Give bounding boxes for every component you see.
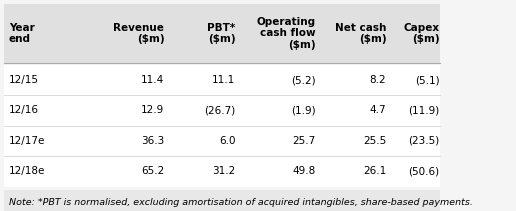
Text: (5.1): (5.1) <box>415 75 440 85</box>
Text: (1.9): (1.9) <box>291 106 315 115</box>
Text: Year
end: Year end <box>9 23 35 44</box>
Text: 49.8: 49.8 <box>292 166 315 176</box>
Text: 12.9: 12.9 <box>141 106 164 115</box>
FancyBboxPatch shape <box>5 65 440 95</box>
Text: 26.1: 26.1 <box>363 166 386 176</box>
Text: 12/18e: 12/18e <box>9 166 45 176</box>
Text: 65.2: 65.2 <box>141 166 164 176</box>
Text: 12/15: 12/15 <box>9 75 39 85</box>
Text: 8.2: 8.2 <box>369 75 386 85</box>
Text: (50.6): (50.6) <box>409 166 440 176</box>
FancyBboxPatch shape <box>5 126 440 156</box>
Text: Note: *PBT is normalised, excluding amortisation of acquired intangibles, share-: Note: *PBT is normalised, excluding amor… <box>9 198 473 207</box>
Text: Capex
($m): Capex ($m) <box>404 23 440 44</box>
FancyBboxPatch shape <box>5 4 440 63</box>
Text: (5.2): (5.2) <box>291 75 315 85</box>
Text: 4.7: 4.7 <box>369 106 386 115</box>
FancyBboxPatch shape <box>5 156 440 187</box>
Text: 11.1: 11.1 <box>212 75 235 85</box>
Text: (23.5): (23.5) <box>408 136 440 146</box>
Text: (26.7): (26.7) <box>204 106 235 115</box>
Text: Revenue
($m): Revenue ($m) <box>114 23 164 44</box>
FancyBboxPatch shape <box>5 191 440 211</box>
Text: 12/17e: 12/17e <box>9 136 45 146</box>
Text: 25.7: 25.7 <box>292 136 315 146</box>
Text: 25.5: 25.5 <box>363 136 386 146</box>
Text: 36.3: 36.3 <box>141 136 164 146</box>
FancyBboxPatch shape <box>5 95 440 126</box>
Text: 12/16: 12/16 <box>9 106 39 115</box>
Text: Net cash
($m): Net cash ($m) <box>335 23 386 44</box>
Text: 11.4: 11.4 <box>141 75 164 85</box>
Text: 31.2: 31.2 <box>212 166 235 176</box>
Text: 6.0: 6.0 <box>219 136 235 146</box>
Text: (11.9): (11.9) <box>408 106 440 115</box>
Text: Operating
cash flow
($m): Operating cash flow ($m) <box>256 17 315 50</box>
Text: PBT*
($m): PBT* ($m) <box>207 23 235 44</box>
